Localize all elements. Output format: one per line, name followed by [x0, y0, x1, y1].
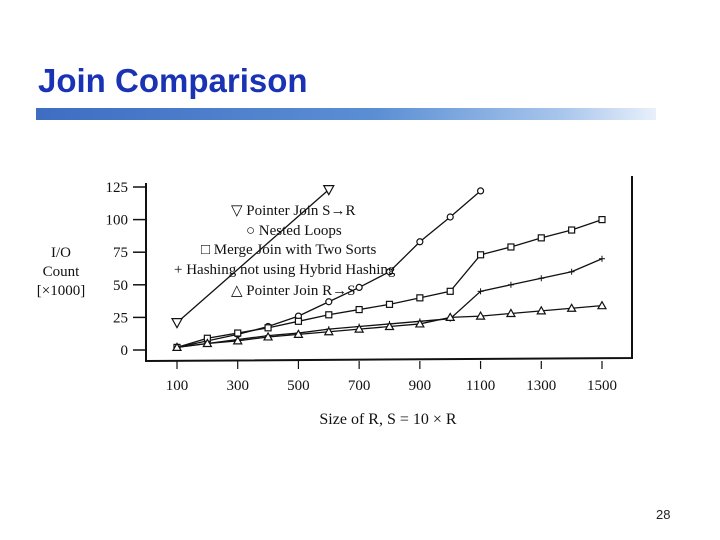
marker-square: [294, 317, 303, 325]
marker-up-triangle: [232, 335, 243, 345]
y-tick-label: 125: [106, 180, 129, 196]
marker-down-triangle: [322, 185, 335, 196]
x-tick-label: 500: [287, 378, 310, 394]
x-tick-label: 1500: [587, 378, 617, 394]
x-axis-ticks: 100 300 500 700 900 1100 1300 1500: [166, 361, 617, 394]
y-axis-label-line: I/O: [51, 245, 71, 261]
marker-square: [416, 294, 424, 302]
marker-plus: [507, 281, 514, 288]
marker-up-triangle: [566, 303, 577, 312]
marker-plus: [568, 268, 575, 275]
x-tick-label: 100: [166, 378, 189, 394]
y-tick-label: 75: [113, 245, 128, 261]
series-layer: [170, 185, 608, 351]
marker-square: [234, 329, 242, 337]
marker-square: [507, 243, 515, 251]
marker-up-triangle: [354, 323, 365, 333]
chart-frame: [145, 176, 633, 363]
marker-up-triangle: [293, 329, 304, 338]
y-tick-label: 0: [121, 343, 129, 359]
marker-up-triangle: [536, 305, 547, 315]
series-5: [171, 300, 608, 351]
legend-entry: △ Pointer Join R→S: [231, 283, 355, 299]
x-tick-label: 1100: [466, 378, 495, 394]
series-line: [176, 189, 330, 324]
marker-plus: [599, 255, 605, 262]
marker-up-triangle: [596, 300, 608, 310]
x-tick-label: 700: [348, 378, 371, 394]
marker-down-triangle: [170, 318, 184, 329]
legend-entry: ▽ Pointer Join S→R: [231, 203, 355, 219]
marker-square: [537, 234, 545, 242]
y-tick-label: 25: [113, 310, 128, 326]
marker-up-triangle: [414, 318, 425, 328]
x-tick-label: 1300: [526, 378, 556, 394]
marker-plus: [538, 275, 545, 282]
y-axis-label-line: Count: [43, 264, 81, 280]
chart-figure-background: [130, 173, 632, 363]
x-axis-label: Size of R, S = 10 × R: [319, 411, 456, 428]
marker-square: [325, 311, 333, 319]
series-1: [170, 185, 335, 329]
y-axis-label-line: [×1000]: [37, 283, 85, 299]
marker-square: [476, 251, 485, 259]
legend-entry: + Hashing not using Hybrid Hashing: [174, 262, 396, 278]
marker-circle: [476, 187, 485, 195]
marker-plus: [477, 288, 484, 295]
y-tick-label: 50: [113, 278, 128, 294]
marker-up-triangle: [171, 342, 183, 351]
x-tick-label: 300: [226, 378, 249, 394]
marker-up-triangle: [323, 326, 334, 336]
page-number: 28: [656, 507, 671, 522]
title-underline-bar: [36, 108, 656, 120]
marker-up-triangle: [475, 310, 486, 320]
marker-circle: [446, 213, 454, 221]
marker-square: [568, 226, 576, 234]
marker-up-triangle: [202, 338, 213, 348]
marker-square: [385, 300, 394, 308]
marker-circle: [385, 268, 394, 276]
legend-entry: □ Merge Join with Two Sorts: [201, 242, 377, 258]
marker-up-triangle: [445, 312, 456, 321]
slide-title: Join Comparison: [38, 62, 308, 99]
marker-square: [264, 324, 272, 332]
legend-entry: ○ Nested Loops: [246, 223, 342, 239]
y-tick-label: 100: [106, 213, 129, 229]
marker-circle: [325, 298, 333, 306]
marker-circle: [416, 238, 424, 246]
marker-square: [598, 216, 606, 224]
marker-circle: [355, 283, 363, 292]
marker-up-triangle: [505, 308, 516, 318]
marker-up-triangle: [384, 321, 395, 331]
chart-legend: ▽ Pointer Join S→R ○ Nested Loops □ Merge …: [174, 203, 396, 299]
marker-square: [355, 305, 363, 314]
marker-up-triangle: [263, 331, 274, 341]
marker-square: [446, 287, 454, 295]
x-tick-label: 900: [409, 378, 432, 394]
y-axis-label: I/O Count [×1000]: [37, 245, 85, 299]
y-axis-ticks: 0 25 50 75 100 125: [106, 180, 146, 359]
